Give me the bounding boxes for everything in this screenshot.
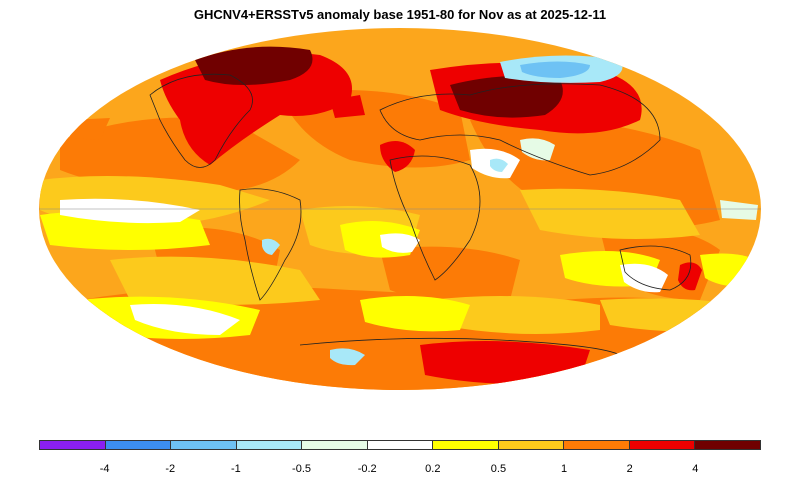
anomaly-region [420, 341, 590, 384]
anomaly-region [450, 76, 563, 118]
color-scale-segment [302, 441, 368, 449]
color-scale-segment [629, 441, 696, 449]
anomaly-region [520, 61, 590, 78]
anomaly-region [195, 46, 313, 85]
anomaly-map [39, 28, 761, 390]
color-scale-tick-label: -1 [231, 463, 241, 475]
anomaly-region [520, 188, 700, 239]
color-scale-tick-label: -4 [99, 463, 110, 475]
color-scale-tick-label: -0.2 [357, 463, 377, 475]
color-scale-segment [105, 441, 172, 449]
color-scale-segment [433, 441, 499, 449]
coastlines [149, 73, 692, 356]
color-scale-segment [171, 441, 237, 449]
anomaly-region [330, 348, 365, 366]
anomaly-region [330, 95, 365, 118]
color-scale-segment [695, 441, 761, 449]
color-scale-tick-label: -2 [165, 463, 176, 475]
anomaly-region [620, 263, 668, 293]
color-scale-tick-label: 2 [626, 463, 633, 475]
anomaly-region [720, 200, 758, 220]
anomaly-region [60, 198, 200, 224]
anomaly-region [600, 298, 740, 332]
anomaly-region [520, 138, 555, 161]
anomaly-region [110, 256, 320, 305]
anomaly-region [130, 304, 240, 335]
color-scale-tick-label: 4 [692, 463, 699, 475]
anomaly-region [490, 158, 508, 172]
color-scale-segment [236, 441, 303, 449]
anomaly-map-svg [39, 28, 761, 390]
anomaly-region [380, 141, 415, 172]
color-scale-tick-label: 0.2 [425, 463, 441, 475]
anomaly-region [160, 52, 352, 165]
color-scale-tick-label: 0.5 [490, 463, 507, 475]
color-scale-segment [564, 441, 630, 449]
color-scale-ticks: -4 -2 -1 -0.5 -0.2 0.2 0.5 1 2 4 [39, 463, 761, 479]
color-scale-segment [367, 441, 434, 449]
anomaly-region [678, 262, 702, 291]
anomaly-region [430, 296, 600, 334]
anomaly-region [360, 296, 470, 332]
anomaly-region [262, 238, 280, 255]
color-scale-segment [498, 441, 565, 449]
color-scale-segment [40, 441, 106, 449]
color-scale-tick-label: 1 [561, 463, 568, 475]
color-scale-bar [39, 440, 761, 450]
anomaly-region [380, 233, 420, 253]
anomaly-region [380, 246, 520, 304]
color-scale-tick-label: -0.5 [292, 463, 312, 475]
map-title: GHCNV4+ERSSTv5 anomaly base 1951-80 for … [193, 7, 607, 22]
